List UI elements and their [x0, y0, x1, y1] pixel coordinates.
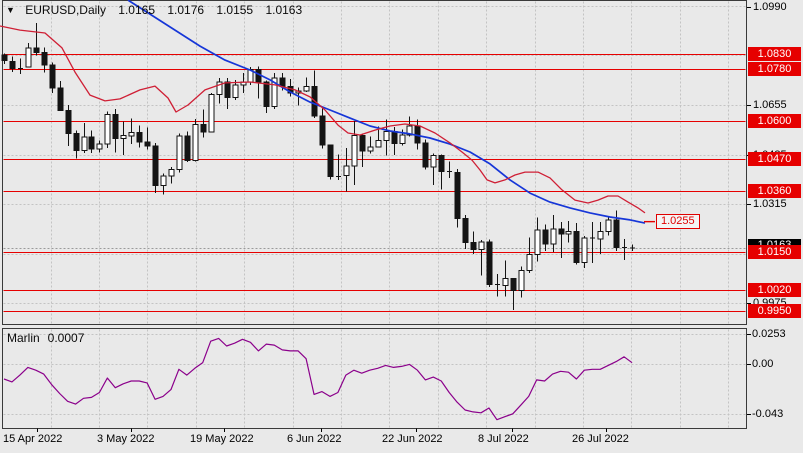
indicator-axis-label: 0.00 [752, 357, 774, 370]
ohlc-high: 1.0176 [167, 3, 205, 17]
price-axis-label: 1.0315 [753, 198, 787, 211]
level-price-tag: 1.0020 [748, 283, 801, 298]
level-price-tag: 1.0150 [748, 245, 801, 260]
price-axis-label: 1.0655 [753, 99, 787, 112]
time-axis-label: 15 Apr 2022 [3, 433, 63, 445]
ma-red-line [0, 25, 646, 214]
ohlc-open: 1.0165 [118, 3, 155, 17]
time-axis-label: 8 Jul 2022 [478, 433, 529, 445]
ma-blue-line [127, 0, 646, 224]
ohlc-low: 1.0155 [216, 3, 254, 17]
level-price-tag: 1.0780 [748, 61, 801, 76]
chart-symbol-period: EURUSD,Daily [25, 3, 106, 17]
indicator-value: 0.0007 [47, 331, 85, 345]
time-axis-label: 22 Jun 2022 [382, 433, 443, 445]
price-axis-label: 1.0990 [753, 1, 787, 14]
indicator-label: Marlin 0.0007 [7, 331, 84, 345]
level-price-tag: 0.9950 [748, 303, 801, 318]
time-axis-label: 19 May 2022 [190, 433, 254, 445]
chart-title: ▼ EURUSD,Daily 1.0165 1.0176 1.0155 1.01… [6, 3, 302, 17]
time-axis-label: 6 Jun 2022 [287, 433, 342, 445]
level-price-tag: 1.0360 [748, 184, 801, 199]
time-axis-label: 3 May 2022 [97, 433, 155, 445]
level-price-tag: 1.0470 [748, 151, 801, 166]
level-price-tag: 1.0830 [748, 47, 801, 61]
ohlc-close: 1.0163 [265, 3, 303, 17]
time-axis-label: 26 Jul 2022 [572, 433, 629, 445]
indicator-name: Marlin [7, 331, 40, 345]
indicator-axis-label: -0.043 [752, 408, 784, 421]
marlin-line [3, 337, 633, 421]
symbol-dropdown-icon[interactable]: ▼ [6, 5, 15, 15]
price-callout[interactable]: 1.0255 [656, 213, 700, 229]
indicator-axis-label: 0.0253 [752, 327, 786, 340]
level-price-tag: 1.0600 [748, 114, 801, 129]
